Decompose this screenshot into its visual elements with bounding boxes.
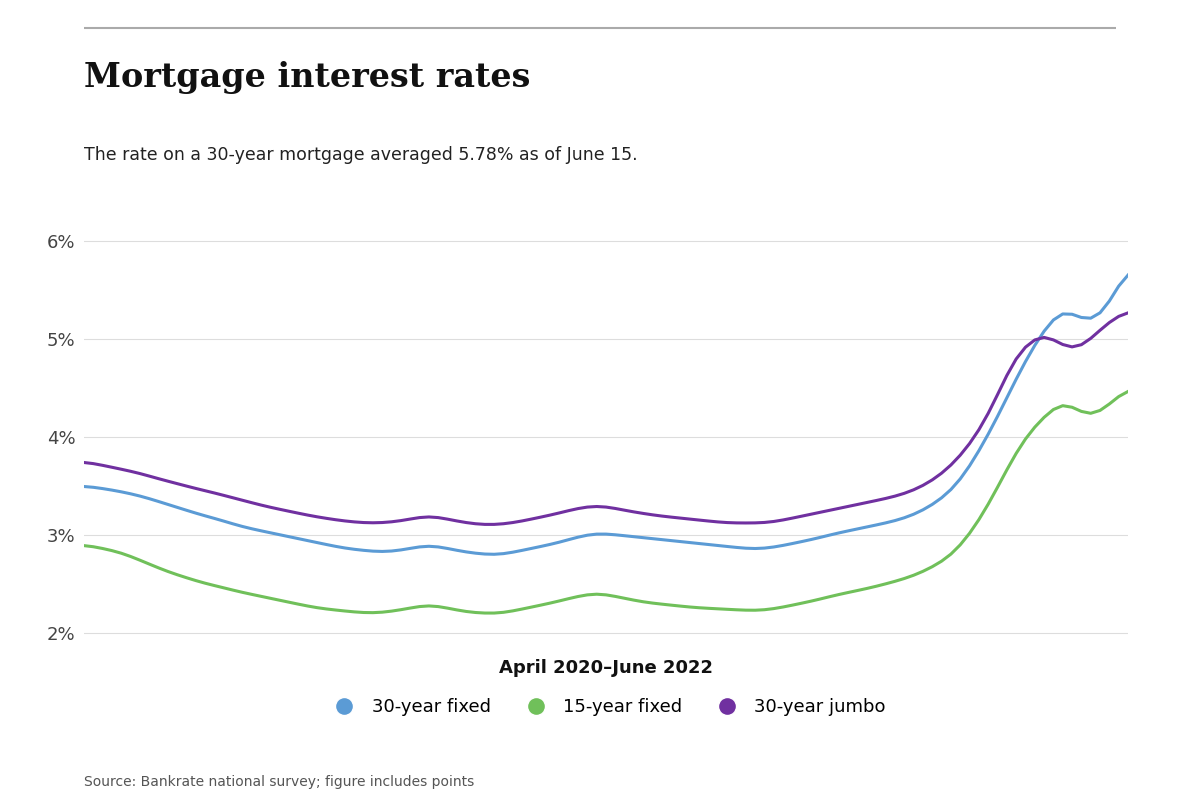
Text: Source: Bankrate national survey; figure includes points: Source: Bankrate national survey; figure…: [84, 775, 474, 789]
Legend: 30-year fixed, 15-year fixed, 30-year jumbo: 30-year fixed, 15-year fixed, 30-year ju…: [319, 691, 893, 723]
Text: Mortgage interest rates: Mortgage interest rates: [84, 61, 530, 94]
Text: April 2020–June 2022: April 2020–June 2022: [499, 659, 713, 677]
Text: The rate on a 30-year mortgage averaged 5.78% as of June 15.: The rate on a 30-year mortgage averaged …: [84, 146, 637, 163]
